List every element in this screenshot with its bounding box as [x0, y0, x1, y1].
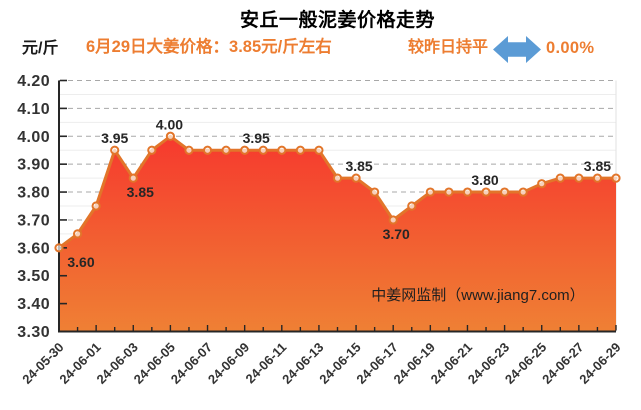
data-point-marker [574, 173, 584, 183]
data-point-marker [370, 187, 380, 197]
data-point-marker [425, 187, 435, 197]
y-axis-label: 3.50 [17, 268, 50, 285]
data-point-label: 3.85 [345, 158, 372, 174]
y-axis-label: 3.40 [17, 296, 50, 313]
y-axis-label: 3.80 [17, 185, 50, 202]
y-axis-label: 3.60 [17, 240, 50, 257]
data-point-marker [351, 173, 361, 183]
data-point-marker [332, 173, 343, 183]
data-point-marker [165, 131, 175, 141]
data-point-label: 3.60 [67, 254, 94, 270]
data-point-marker [184, 145, 194, 155]
x-axis-label: 24-06-29 [576, 340, 623, 387]
data-point-marker [110, 145, 120, 155]
data-point-marker [54, 243, 64, 253]
data-point-label: 4.00 [156, 116, 183, 132]
y-axis-label: 3.30 [17, 324, 50, 341]
y-axis-label: 3.90 [17, 157, 50, 174]
data-point-marker [462, 187, 473, 197]
data-point-marker [518, 187, 528, 197]
left-right-arrow-icon [493, 36, 541, 63]
data-point-label: 3.95 [101, 130, 128, 146]
data-point-marker [481, 187, 491, 197]
chart-title: 安丘一般泥姜价格走势 [239, 10, 435, 31]
data-point-marker [388, 215, 398, 225]
data-point-marker [147, 145, 157, 155]
data-point-label: 3.85 [584, 158, 611, 174]
data-point-marker [537, 179, 547, 189]
data-point-marker [592, 173, 603, 183]
data-point-label: 3.85 [127, 184, 154, 200]
watermark: 中姜网监制（www.jiang7.com） [371, 287, 584, 304]
data-point-marker [314, 145, 324, 155]
data-point-marker [128, 173, 138, 183]
comparison-label: 较昨日持平 [408, 39, 489, 56]
comparison-value: 0.00% [546, 39, 595, 57]
price-subtitle: 6月29日大姜价格：3.85元/斤左右 [86, 38, 332, 56]
data-point-marker [277, 145, 287, 155]
data-point-label: 3.80 [471, 172, 498, 188]
price-area-fill [59, 136, 616, 332]
data-point-marker [295, 145, 305, 155]
data-point-label: 3.70 [383, 226, 410, 242]
y-axis-label: 4.00 [17, 129, 50, 146]
data-point-marker [611, 173, 621, 183]
data-point-marker [444, 187, 454, 197]
data-point-marker [555, 173, 565, 183]
data-point-marker [407, 201, 417, 211]
y-axis-label: 4.20 [17, 73, 50, 90]
data-point-marker [221, 145, 231, 155]
data-point-marker [500, 187, 510, 197]
data-point-marker [240, 145, 250, 155]
y-axis-label: 3.70 [17, 212, 50, 229]
data-point-marker [202, 145, 213, 155]
left-right-arrow-shape [493, 36, 541, 63]
data-point-marker [91, 201, 101, 211]
y-axis-label: 4.10 [17, 101, 50, 118]
data-point-marker [72, 229, 83, 239]
y-axis-unit-label: 元/斤 [22, 40, 59, 57]
data-point-marker [258, 145, 268, 155]
data-point-label: 3.95 [243, 130, 270, 146]
